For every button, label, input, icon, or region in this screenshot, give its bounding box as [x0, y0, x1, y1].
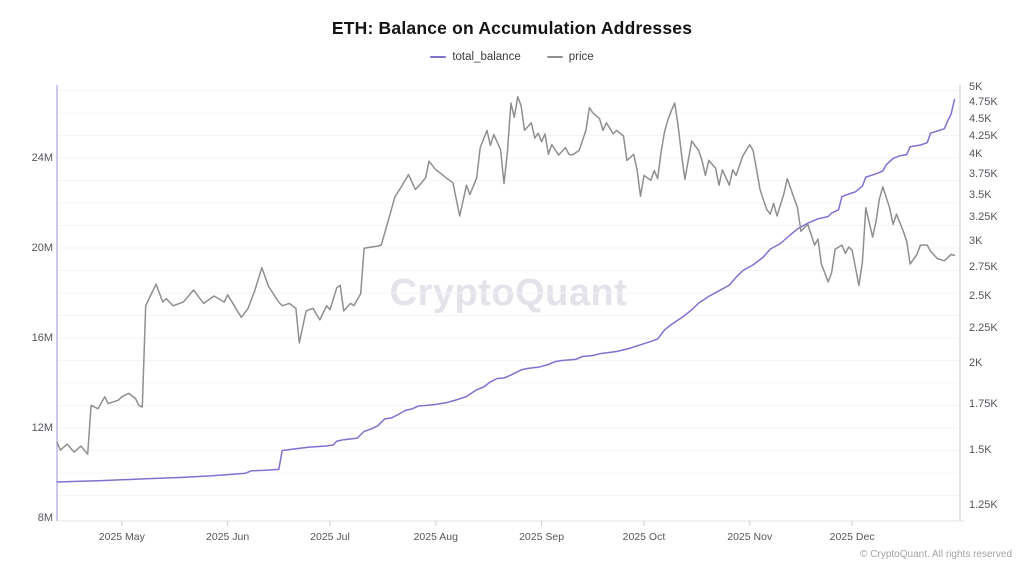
y-right-tick-label: 2.75K [969, 261, 998, 274]
y-right-tick-label: 3.5K [969, 188, 992, 201]
legend-label: total_balance [452, 51, 521, 63]
y-right-tick-label: 3.75K [969, 167, 998, 180]
x-axis-tick-label: 2025 Jul [310, 531, 350, 543]
legend-label: price [568, 51, 594, 63]
y-right-tick-label: 2.5K [969, 290, 992, 303]
legend-item-total_balance[interactable]: total_balance [430, 51, 521, 63]
y-right-tick-label: 3K [969, 235, 983, 248]
x-axis-tick-label: 2025 Jun [206, 531, 250, 543]
legend: total_balance price [0, 51, 1024, 63]
x-axis-tick-label: 2025 Sep [519, 531, 565, 543]
y-left-tick-label: 20M [31, 242, 53, 254]
y-right-tick-label: 1.5K [969, 444, 992, 457]
series-line-total_balance [56, 98, 956, 483]
legend-swatch-price [546, 56, 563, 58]
y-right-tick-label: 4.75K [969, 96, 998, 109]
series-line-price [56, 96, 956, 455]
x-axis-tick-label: 2025 Aug [413, 531, 458, 543]
y-right-tick-label: 1.75K [969, 397, 998, 410]
legend-item-price[interactable]: price [546, 51, 594, 63]
y-left-tick-label: 8M [37, 512, 53, 524]
y-right-tick-label: 2K [969, 357, 983, 370]
copyright-footer: © CryptoQuant. All rights reserved [860, 549, 1012, 560]
y-right-tick-label: 4K [969, 148, 983, 161]
chart-title: ETH: Balance on Accumulation Addresses [331, 18, 693, 38]
y-right-tick-label: 5K [969, 81, 983, 93]
x-axis-tick-label: 2025 Dec [829, 531, 875, 543]
y-left-tick-label: 12M [31, 422, 53, 434]
x-axis-tick-label: 2025 Oct [622, 531, 666, 543]
y-right-tick-label: 1.25K [969, 499, 998, 512]
legend-swatch-total_balance [430, 56, 447, 58]
y-right-tick-label: 4.5K [969, 112, 992, 125]
x-axis-tick-label: 2025 Nov [727, 531, 773, 543]
x-axis-tick-label: 2025 May [98, 531, 145, 543]
y-left-tick-label: 16M [31, 332, 53, 344]
y-right-tick-label: 2.25K [969, 321, 998, 334]
y-right-tick-label: 4.25K [969, 130, 998, 142]
y-left-tick-label: 24M [31, 152, 53, 164]
y-right-tick-label: 3.25K [969, 210, 998, 223]
